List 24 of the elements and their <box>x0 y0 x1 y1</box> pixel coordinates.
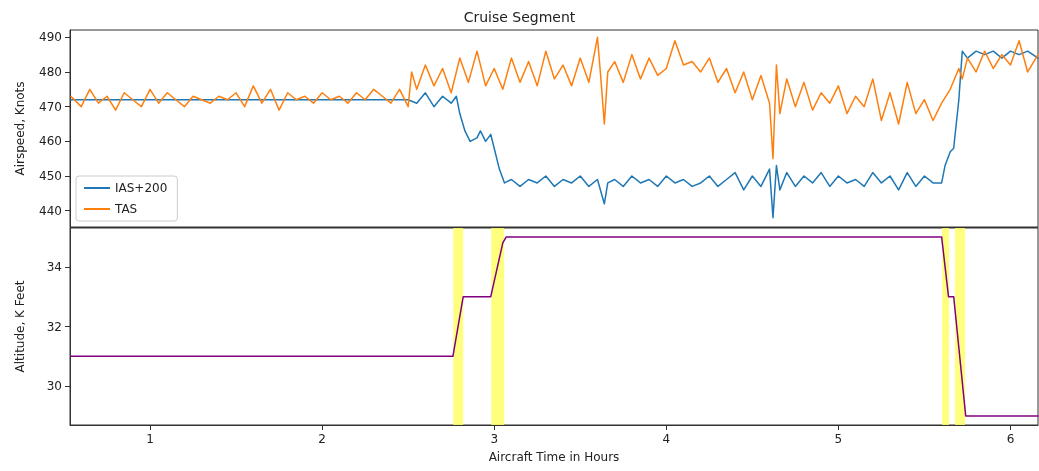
y-tick-label: 440 <box>39 203 62 218</box>
chart-title: Cruise Segment <box>463 9 576 25</box>
y-tick-label: 32 <box>46 319 62 334</box>
line-series <box>70 236 1039 417</box>
line-series <box>70 50 1039 219</box>
legend-label: IAS+200 <box>115 181 168 195</box>
y-axis-title: Airspeed, Knots <box>13 81 27 176</box>
y-tick-label: 30 <box>46 379 62 394</box>
y-tick-label: 490 <box>39 30 62 45</box>
x-tick-label: 4 <box>662 432 671 446</box>
y-tick-label: 34 <box>46 259 62 274</box>
x-tick-label: 6 <box>1006 432 1015 446</box>
y-tick-label: 460 <box>39 134 62 149</box>
y-axis-title: Altitude, K Feet <box>13 280 27 373</box>
line-series <box>70 36 1039 160</box>
legend-label: TAS <box>114 202 138 216</box>
x-tick-label: 1 <box>146 432 154 446</box>
x-axis-title: Aircraft Time in Hours <box>488 450 620 464</box>
y-tick-label: 470 <box>39 99 62 114</box>
y-tick-label: 480 <box>39 64 62 79</box>
x-tick-label: 2 <box>318 432 326 446</box>
y-tick-label: 450 <box>39 169 62 184</box>
x-tick-label: 3 <box>490 432 499 446</box>
x-tick-label: 5 <box>834 432 843 446</box>
